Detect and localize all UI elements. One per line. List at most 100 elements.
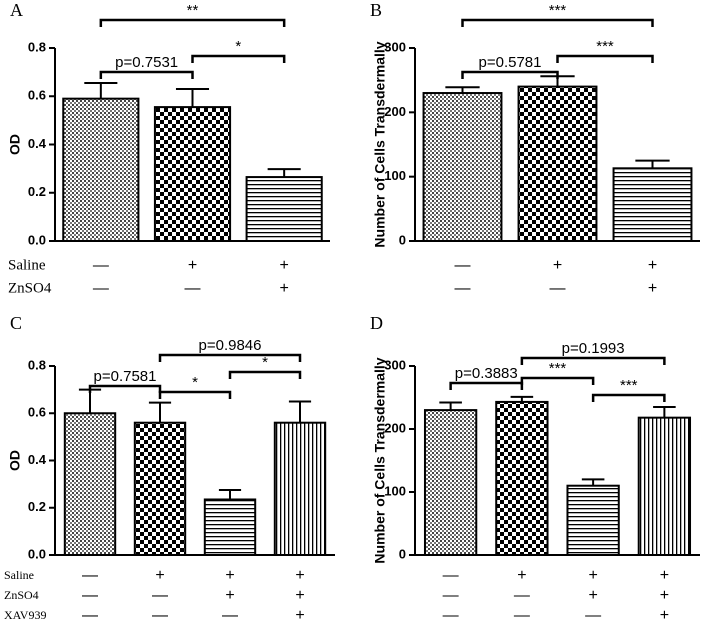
treatment-mark: +: [295, 587, 304, 604]
bar: [612, 167, 693, 242]
treatment-mark: +: [188, 257, 197, 274]
treatment-mark: +: [295, 567, 304, 584]
significance-bracket: [99, 70, 194, 79]
y-tick-label: 0.6: [28, 88, 46, 103]
significance-bracket: [88, 384, 162, 393]
significance-bracket: [158, 390, 232, 399]
treatment-mark: +: [295, 607, 304, 621]
bar: [495, 400, 549, 556]
treatment-mark: —: [82, 587, 98, 604]
treatment-mark: +: [553, 257, 562, 274]
treatment-label: ZnSO4: [4, 588, 39, 602]
y-tick-label: 0.0: [28, 546, 46, 561]
y-tick-label: 0.8: [28, 357, 46, 372]
y-tick-label: 0: [399, 546, 406, 561]
bar: [62, 97, 140, 242]
y-tick-label: 300: [384, 357, 406, 372]
treatment-mark: +: [588, 567, 597, 584]
treatment-mark: —: [222, 607, 238, 621]
treatment-mark: —: [514, 607, 530, 621]
significance-bracket: [461, 18, 654, 27]
treatment-mark: —: [455, 257, 471, 274]
y-axis-label: OD: [7, 134, 23, 155]
treatment-mark: +: [155, 567, 164, 584]
treatment-mark: —: [93, 257, 109, 274]
significance-bracket: [520, 356, 666, 365]
treatment-mark: —: [185, 280, 201, 297]
treatment-mark: —: [443, 587, 459, 604]
treatment-label: XAV939: [4, 608, 46, 621]
bar: [637, 416, 692, 556]
y-tick-label: 0.4: [28, 452, 47, 467]
significance-label: *: [192, 374, 198, 391]
significance-label: ***: [620, 377, 638, 394]
bar: [203, 498, 257, 557]
y-axis-label: Number of Cells Transdermally: [372, 41, 388, 247]
bar: [422, 92, 503, 242]
significance-label: *: [235, 38, 241, 55]
y-tick-label: 0: [399, 232, 406, 247]
significance-label: p=0.3883: [455, 365, 518, 382]
significance-bracket: [158, 353, 302, 362]
significance-label: p=0.1993: [562, 340, 625, 357]
bar: [133, 421, 187, 557]
bar: [423, 409, 478, 556]
y-axis-label: Number of Cells Transdermally: [372, 357, 388, 563]
bar: [153, 106, 232, 242]
treatment-mark: —: [93, 280, 109, 297]
treatment-mark: +: [279, 257, 288, 274]
y-tick-label: 100: [384, 168, 406, 183]
y-tick-label: 0.2: [28, 499, 46, 514]
bar: [245, 176, 323, 243]
y-tick-label: 200: [384, 104, 406, 119]
significance-label: ***: [549, 2, 567, 19]
treatment-mark: +: [225, 587, 234, 604]
treatment-mark: +: [660, 567, 669, 584]
y-tick-label: 200: [384, 420, 406, 435]
bar: [273, 421, 327, 557]
bar: [517, 85, 598, 242]
significance-label: p=0.7531: [115, 54, 178, 71]
treatment-mark: —: [443, 567, 459, 584]
treatment-mark: +: [517, 567, 526, 584]
treatment-mark: —: [82, 607, 98, 621]
significance-bracket: [99, 18, 286, 27]
treatment-mark: +: [648, 257, 657, 274]
treatment-mark: +: [225, 567, 234, 584]
treatment-mark: —: [152, 607, 168, 621]
treatment-mark: —: [514, 587, 530, 604]
treatment-mark: —: [585, 607, 601, 621]
significance-bracket: [228, 370, 302, 379]
significance-bracket: [591, 393, 666, 402]
treatment-mark: —: [443, 607, 459, 621]
significance-bracket: [520, 376, 595, 385]
significance-bracket: [191, 54, 286, 63]
treatment-mark: —: [455, 280, 471, 297]
treatment-mark: +: [588, 587, 597, 604]
treatment-mark: —: [82, 567, 98, 584]
panel-label: A: [10, 0, 23, 20]
y-tick-label: 100: [384, 483, 406, 498]
bar: [566, 484, 620, 557]
y-tick-label: 0.8: [28, 39, 46, 54]
significance-label: p=0.5781: [479, 54, 542, 71]
y-tick-label: 0.0: [28, 232, 46, 247]
significance-bracket: [556, 54, 654, 63]
y-tick-label: 0.4: [28, 136, 47, 151]
treatment-mark: +: [660, 587, 669, 604]
treatment-label: ZnSO4: [8, 280, 52, 296]
y-tick-label: 0.6: [28, 405, 46, 420]
y-axis-label: OD: [7, 450, 23, 471]
significance-label: ***: [596, 38, 614, 55]
panel-label: B: [370, 0, 382, 20]
significance-label: p=0.7581: [94, 368, 157, 385]
treatment-mark: —: [152, 587, 168, 604]
treatment-label: Saline: [8, 257, 46, 273]
bar: [63, 412, 117, 556]
significance-bracket: [449, 381, 524, 390]
significance-label: p=0.9846: [199, 337, 262, 354]
treatment-mark: +: [660, 607, 669, 621]
